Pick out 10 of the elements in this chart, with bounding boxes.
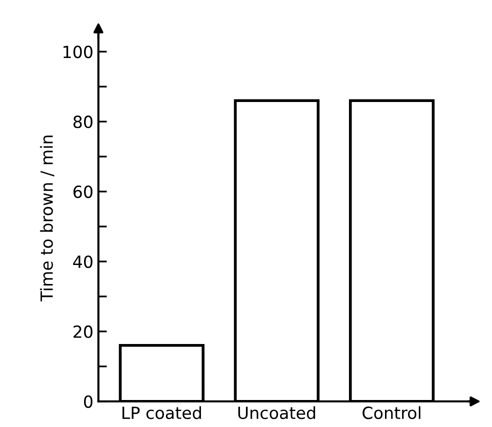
y-tick-label: 0 <box>84 395 92 408</box>
y-tick-label: 20 <box>74 325 92 338</box>
y-tick-label: 40 <box>73 255 92 268</box>
y-tick-label: 80 <box>73 116 92 128</box>
y-axis-title: Time to brown / min <box>40 136 54 302</box>
x-tick-label: LP coated <box>122 406 201 420</box>
x-tick-label: Uncoated <box>238 406 316 420</box>
y-tick-label: 60 <box>73 186 92 198</box>
x-tick-label: Control <box>362 406 420 420</box>
y-tick-label: 100 <box>64 46 92 58</box>
